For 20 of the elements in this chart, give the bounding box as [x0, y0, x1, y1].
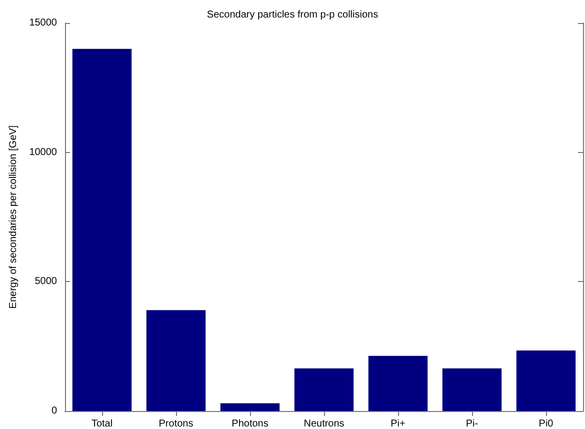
y-tick-label: 0: [51, 406, 58, 416]
chart-title: Secondary particles from p-p collisions: [206, 10, 378, 20]
x-tick-label: Pi+: [390, 418, 406, 429]
x-tick-label: Pi0: [538, 418, 554, 429]
bar: [442, 368, 502, 411]
y-tick-label: 15000: [29, 18, 58, 28]
y-axis-title: Energy of secondaries per collision [GeV]: [8, 125, 19, 309]
bar: [72, 48, 132, 411]
x-tick-label: Total: [91, 418, 113, 429]
x-tick-label: Protons: [158, 418, 194, 429]
bar: [368, 356, 428, 411]
y-tick-label: 5000: [34, 276, 58, 288]
bar: [294, 368, 354, 411]
bar: [516, 350, 576, 411]
y-tick-label: 10000: [29, 146, 58, 158]
bar: [220, 403, 280, 411]
x-tick-label: Pi-: [466, 418, 478, 429]
x-tick-label: Photons: [232, 418, 268, 429]
x-tick-label: Neutrons: [304, 418, 344, 429]
bar: [146, 310, 206, 411]
